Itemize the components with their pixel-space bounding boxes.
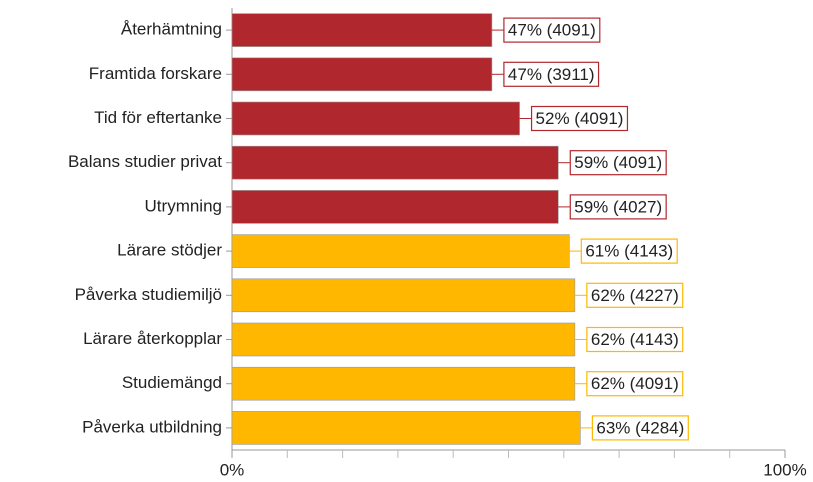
- value-label: 62% (4091): [591, 374, 679, 393]
- bar: [231, 145, 559, 180]
- value-label-box: [530, 105, 629, 132]
- value-label: 47% (4091): [508, 21, 596, 40]
- value-label-box: [580, 238, 678, 264]
- x-tick-label: 0%: [220, 460, 245, 479]
- value-label: 52% (4091): [536, 109, 624, 128]
- bar: [231, 411, 581, 445]
- value-label: 63% (4284): [596, 418, 684, 437]
- value-label: 59% (4027): [574, 197, 662, 216]
- value-label-box: [591, 415, 689, 441]
- bar: [231, 278, 576, 313]
- y-tick-label: Återhämtning: [121, 20, 222, 39]
- y-tick-label: Framtida forskare: [89, 64, 222, 83]
- value-label: 47% (3911): [508, 65, 595, 84]
- value-label: 62% (4143): [591, 330, 679, 349]
- value-label-box: [503, 61, 600, 87]
- value-label-box: [586, 282, 684, 308]
- y-tick-label: Balans studier privat: [68, 152, 222, 171]
- y-tick-label: Påverka studiemiljö: [75, 285, 222, 304]
- value-label-box: [503, 17, 601, 43]
- bar: [231, 322, 576, 357]
- value-label-box: [586, 326, 684, 353]
- value-label: 59% (4091): [574, 153, 662, 172]
- value-label-box: [569, 150, 667, 176]
- y-tick-label: Påverka utbildning: [82, 417, 222, 436]
- y-tick-label: Utrymning: [145, 196, 222, 215]
- bar: [231, 190, 559, 224]
- x-tick-label: 100%: [763, 460, 806, 479]
- bar: [231, 366, 576, 401]
- y-tick-label: Lärare stödjer: [117, 241, 222, 260]
- value-label: 61% (4143): [585, 242, 673, 261]
- bar: [231, 57, 493, 92]
- value-label-box: [586, 371, 684, 397]
- y-tick-label: Studiemängd: [122, 373, 222, 392]
- bar: [231, 101, 520, 136]
- value-label-box: [569, 194, 667, 220]
- y-tick-label: Tid för eftertanke: [94, 108, 222, 127]
- bar: [231, 234, 570, 268]
- y-tick-label: Lärare återkopplar: [83, 329, 222, 348]
- bar: [231, 13, 493, 47]
- value-label: 62% (4227): [591, 286, 679, 305]
